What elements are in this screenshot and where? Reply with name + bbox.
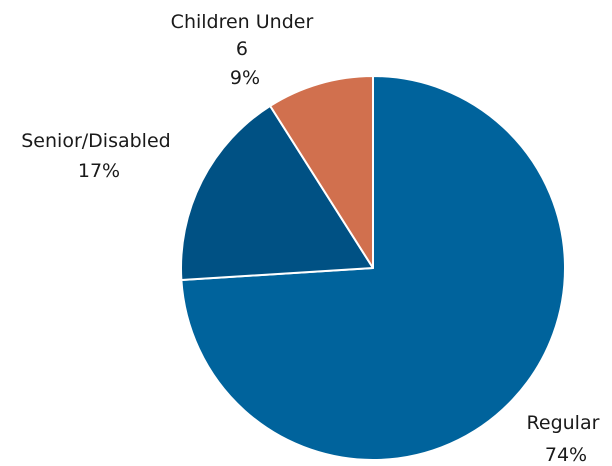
pie-slice-children-under-6 (269, 75, 374, 269)
slice-label-senior-disabled-name: Senior/Disabled (21, 130, 170, 152)
pie-slices (180, 75, 566, 461)
slice-label-regular: Regular 74% (527, 412, 606, 466)
slice-label-children-line-2: 6 (236, 38, 248, 60)
slice-label-children-line-1: Children Under (171, 11, 314, 33)
slice-label-children-value: 9% (230, 67, 260, 89)
pie-slice-senior-disabled (180, 104, 374, 282)
slice-label-senior-disabled-value: 17% (78, 160, 120, 182)
pie-labels: Regular 74% Senior/Disabled 17% Children… (21, 11, 606, 466)
slice-label-senior-disabled: Senior/Disabled 17% (21, 130, 177, 182)
slice-label-regular-value: 74% (545, 444, 587, 466)
slice-label-children-under-6: Children Under 6 9% (171, 11, 320, 89)
slice-label-regular-name: Regular (527, 412, 600, 434)
